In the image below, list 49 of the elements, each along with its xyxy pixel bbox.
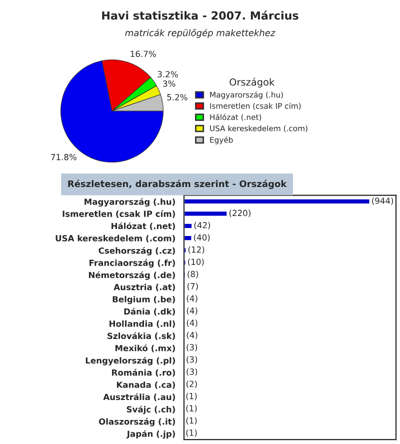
data-label: (4) [186,320,198,327]
data-label: (4) [186,332,198,340]
data-label: (3) [186,344,198,352]
y-tick-label: Kanada (.ca) [116,381,175,389]
data-label: (10) [188,258,204,266]
data-label: (944) [372,197,394,205]
data-label: (2) [186,380,197,388]
data-label: (40) [194,234,210,242]
data-label: (4) [186,295,198,303]
data-label: 71.8% [51,154,76,160]
data-label: 5.2% [167,94,188,100]
y-tick-label: USA kereskedelem (.com) [56,234,175,242]
data-label: (12) [188,246,204,254]
y-tick-label: Mexikó (.mx) [115,344,175,352]
y-tick-label: Románia (.ro) [112,368,175,377]
chart-title: Havi statisztika - 2007. Március [102,10,298,20]
y-tick-label: Dánia (.dk) [124,308,175,316]
y-tick-label: Ismeretlen (csak IP cím) [62,210,175,218]
data-label: (220) [229,210,250,218]
y-tick-label: Szlovákia (.sk) [108,332,175,340]
data-label: (1) [186,429,197,437]
y-tick-label: Ausztria (.at) [114,284,175,292]
y-tick-label: Magyarország (.hu) [84,198,175,207]
data-label: (8) [188,270,198,278]
y-tick-label: Franciaország (.fr) [90,259,175,268]
data-label: (1) [186,392,197,400]
y-tick-label: Hálózat (.net) [112,222,175,230]
data-label: 16.7% [130,50,156,58]
chart-subtitle: matricák repülőgép makettekhez [125,28,276,38]
data-label: (1) [186,405,197,412]
data-label: 3% [163,80,176,87]
y-tick-label: Belgium (.be) [112,296,175,304]
data-label: (1) [186,417,197,425]
data-label: (3) [186,356,198,364]
y-tick-label: Csehország (.cz) [98,246,175,256]
legend-title: Országok [230,78,275,88]
data-label: (7) [187,282,198,290]
data-label: (3) [186,368,198,376]
y-tick-label: Svájc (.ch) [126,406,175,414]
y-tick-label: Japán (.jp) [126,430,175,439]
y-tick-label: Hollandia (.nl) [110,320,175,328]
y-tick-label: Németország (.de) [88,271,175,280]
data-label: (4) [186,307,198,315]
data-label: (42) [194,222,210,230]
y-tick-label: Lengyelország (.pl) [86,356,175,366]
data-label: 3.2% [158,71,178,78]
y-tick-label: Olaszország (.it) [98,418,175,426]
chart-title: Részletesen, darabszám szerint - Országok [68,180,287,189]
y-tick-label: Ausztrália (.au) [103,393,175,402]
